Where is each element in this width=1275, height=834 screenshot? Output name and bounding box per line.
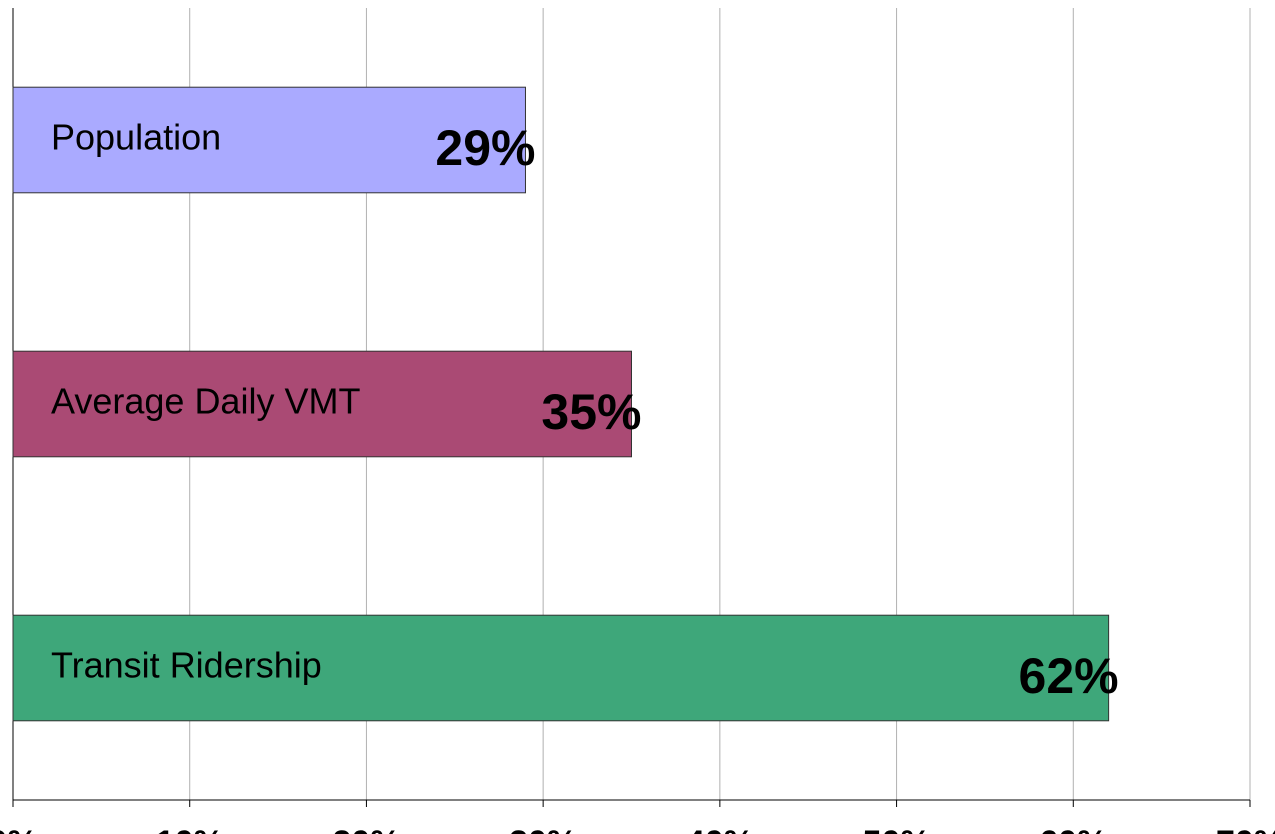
value-label: 35%	[541, 384, 641, 440]
bar	[12, 350, 632, 458]
x-tick-label: 50%	[863, 824, 931, 834]
x-tick-label: 40%	[686, 824, 754, 834]
bar	[12, 86, 526, 194]
x-tick-label: 70%	[1216, 824, 1275, 834]
x-tick-label: 20%	[332, 824, 400, 834]
value-label: 29%	[435, 120, 535, 176]
x-tick-label: 0%	[0, 824, 38, 834]
category-label: Transit Ridership	[51, 645, 322, 686]
bar	[12, 614, 1110, 722]
category-label: Average Daily VMT	[51, 381, 360, 422]
x-tick-label: 30%	[509, 824, 577, 834]
value-label: 62%	[1019, 648, 1119, 704]
category-label: Population	[51, 117, 221, 158]
x-tick-label: 10%	[156, 824, 224, 834]
x-tick-label: 60%	[1039, 824, 1107, 834]
